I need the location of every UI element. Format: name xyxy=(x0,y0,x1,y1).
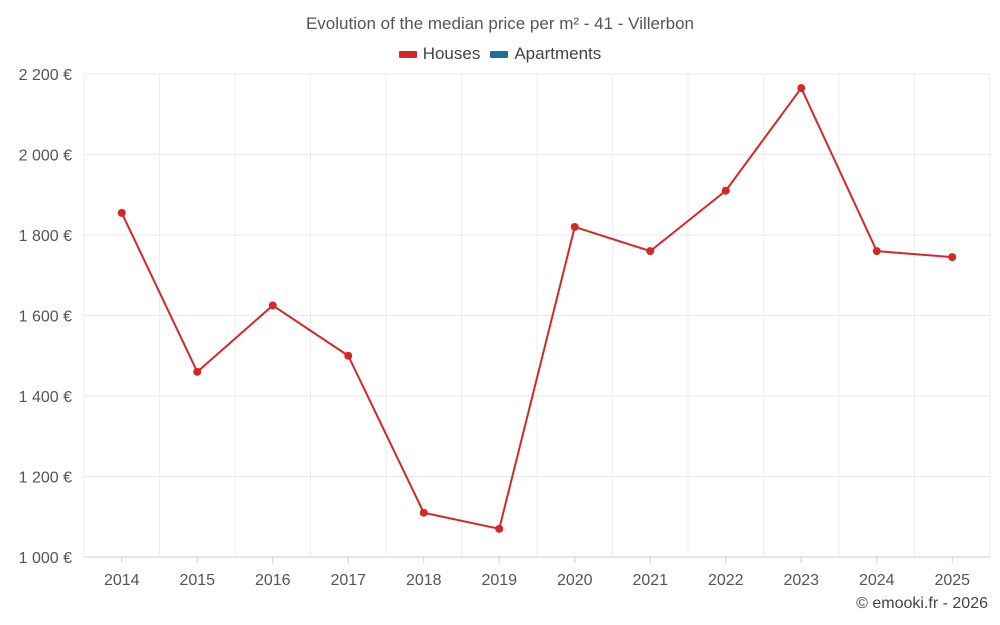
data-point-houses xyxy=(948,253,957,262)
series-line-houses xyxy=(120,87,953,530)
legend: Houses Apartments xyxy=(0,44,1000,64)
data-point-houses xyxy=(570,222,579,231)
y-tick-label: 1 200 € xyxy=(19,470,72,487)
x-tick-label: 2020 xyxy=(557,572,593,589)
credit: © emooki.fr - 2026 xyxy=(856,595,988,612)
data-point-houses xyxy=(646,247,655,256)
y-tick-label: 1 600 € xyxy=(19,309,72,326)
legend-label-houses: Houses xyxy=(422,44,481,63)
x-tick-label: 2019 xyxy=(481,572,517,589)
y-tick-label: 1 400 € xyxy=(19,389,72,406)
x-tick-label: 2024 xyxy=(859,572,895,589)
legend-label-apartments: Apartments xyxy=(514,44,602,63)
y-tick-label: 1 800 € xyxy=(19,228,72,245)
x-tick-label: 2022 xyxy=(708,572,744,589)
chart-title: Evolution of the median price per m² - 4… xyxy=(305,14,695,33)
x-tick-label: 2016 xyxy=(255,572,291,589)
x-tick-label: 2018 xyxy=(406,572,442,589)
data-point-houses xyxy=(193,367,202,376)
legend-item-apartments[interactable]: Apartments xyxy=(490,44,601,64)
x-tick-label: 2025 xyxy=(934,572,970,589)
x-tick-label: 2015 xyxy=(179,572,215,589)
x-tick-label: 2023 xyxy=(783,572,819,589)
x-tick-label: 2014 xyxy=(104,572,140,589)
data-point-houses xyxy=(419,508,428,517)
data-point-houses xyxy=(872,247,881,256)
x-tick-label: 2017 xyxy=(330,572,366,589)
y-tick-label: 2 200 € xyxy=(19,67,72,84)
x-tick-label: 2021 xyxy=(632,572,668,589)
y-tick-label: 2 000 € xyxy=(19,148,72,165)
data-point-houses xyxy=(797,84,806,93)
data-point-houses xyxy=(721,186,730,195)
legend-item-houses[interactable]: Houses xyxy=(398,44,481,64)
data-point-houses xyxy=(344,351,353,360)
legend-swatch-houses xyxy=(398,50,417,58)
data-point-houses xyxy=(495,524,504,533)
legend-swatch-apartments xyxy=(490,50,509,58)
data-point-houses xyxy=(268,301,277,310)
data-point-houses xyxy=(117,208,126,217)
y-tick-label: 1 000 € xyxy=(19,550,72,567)
